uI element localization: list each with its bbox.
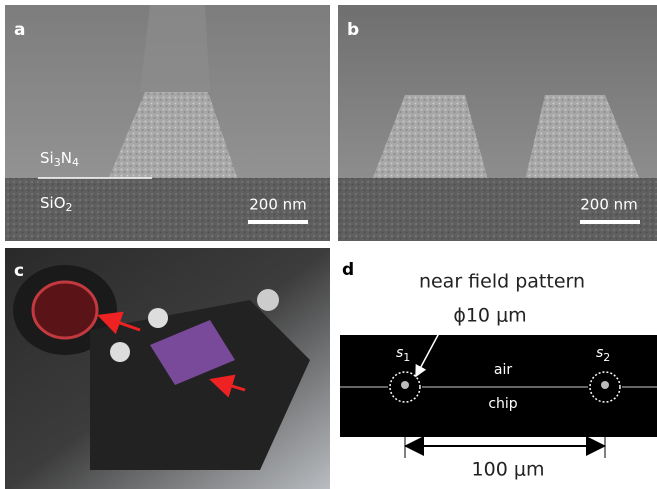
spot-size: ϕ10 μm bbox=[453, 305, 526, 327]
text: SiO bbox=[40, 194, 66, 212]
scale-bar bbox=[580, 220, 640, 224]
subscript: 2 bbox=[603, 351, 610, 364]
subscript: 4 bbox=[72, 156, 79, 169]
spot bbox=[401, 381, 409, 389]
text: N bbox=[61, 149, 72, 167]
screw bbox=[110, 342, 130, 362]
panel-b: b 200 nm bbox=[338, 5, 657, 241]
screw bbox=[257, 289, 279, 311]
screw bbox=[148, 308, 168, 328]
separation-label: 100 μm bbox=[472, 459, 545, 481]
subscript: 1 bbox=[403, 351, 410, 364]
panel-a: a Si3N4 SiO2 200 nm bbox=[5, 5, 330, 241]
sem-shadow bbox=[140, 5, 210, 92]
panel-d: d near field pattern ϕ10 μm s1 s2 air ch… bbox=[340, 260, 657, 481]
lens-glass bbox=[33, 282, 97, 338]
panel-label: c bbox=[14, 261, 24, 281]
text: s bbox=[596, 345, 603, 361]
panel-label: b bbox=[347, 20, 359, 40]
medium-label: chip bbox=[488, 396, 517, 412]
scale-bar-label: 200 nm bbox=[249, 196, 307, 214]
subscript: 2 bbox=[66, 201, 73, 214]
medium-label: air bbox=[494, 362, 512, 378]
panel-label: a bbox=[14, 20, 25, 40]
scale-bar-label: 200 nm bbox=[580, 196, 638, 214]
panel-label: d bbox=[342, 260, 354, 280]
figure: a Si3N4 SiO2 200 nm b 200 nm c d near fi… bbox=[0, 0, 657, 489]
panel-c: c bbox=[5, 248, 330, 489]
text: Si bbox=[40, 149, 54, 167]
spot bbox=[601, 381, 609, 389]
scale-bar bbox=[248, 220, 308, 224]
text: s bbox=[396, 345, 403, 361]
subscript: 3 bbox=[54, 156, 61, 169]
title: near field pattern bbox=[419, 271, 585, 293]
